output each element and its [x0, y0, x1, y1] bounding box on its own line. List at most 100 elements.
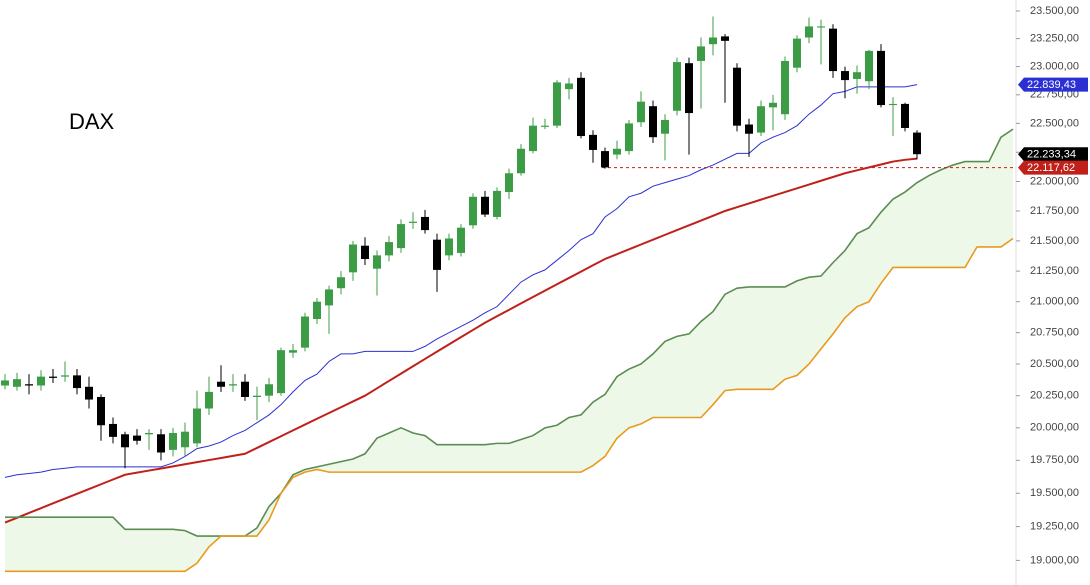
candle-body [97, 396, 105, 426]
candle-body [313, 301, 321, 319]
candle-body [205, 391, 213, 409]
candle-body [217, 381, 225, 387]
cloud-fill [5, 129, 1013, 572]
candle-body [733, 67, 741, 126]
y-tick-label: 23.250,00 [1030, 33, 1079, 45]
price-label: 22.233,34 [1027, 149, 1076, 161]
candle-body [541, 125, 549, 127]
candle-body [565, 83, 573, 90]
candle-body [517, 148, 525, 174]
candle-body [193, 408, 201, 444]
y-tick-label: 20.750,00 [1030, 327, 1079, 339]
candle-body [421, 216, 429, 231]
candle-body [745, 124, 753, 134]
candle-body [805, 26, 813, 38]
candle-body [841, 71, 849, 81]
price-label-box [1018, 77, 1088, 92]
y-tick-label: 20.250,00 [1030, 390, 1079, 402]
candle-body [169, 432, 177, 450]
candle-body [277, 350, 285, 394]
candle-body [865, 50, 873, 82]
candle-body [481, 196, 489, 215]
candle-body [1, 380, 9, 386]
candle-body [577, 77, 585, 137]
candle-body [529, 125, 537, 152]
candle-body [241, 381, 249, 397]
y-tick-label: 22.000,00 [1030, 175, 1079, 187]
candle-body [289, 350, 297, 353]
indicator-line [4, 84, 918, 478]
price-label: 22.117,62 [1027, 162, 1075, 174]
candle-body [613, 148, 621, 155]
candle-body [145, 432, 153, 435]
candle-body [349, 244, 357, 273]
y-tick-label: 19.000,00 [1030, 554, 1079, 566]
candle-body [181, 431, 189, 448]
candle-body [61, 375, 69, 377]
candle-body [13, 379, 21, 387]
candle-body [301, 316, 309, 348]
y-tick-label: 21.750,00 [1030, 205, 1079, 217]
candle-body [589, 134, 597, 150]
chart-title: DAX [69, 109, 115, 134]
candle-body [109, 423, 117, 437]
candle-body [637, 101, 645, 123]
candle-body [505, 173, 513, 193]
candle-body [325, 289, 333, 306]
candle-body [817, 26, 825, 28]
y-tick-label: 20.500,00 [1030, 358, 1079, 370]
y-tick-label: 19.250,00 [1030, 521, 1079, 533]
candle-body [361, 245, 369, 259]
y-tick-label: 22.750,00 [1030, 89, 1079, 101]
candle-body [457, 227, 465, 253]
candle-body [793, 38, 801, 68]
price-label-box [1018, 160, 1088, 175]
y-tick-label: 19.500,00 [1030, 487, 1079, 499]
candle-body [397, 224, 405, 249]
candle-body [25, 384, 33, 386]
y-tick-label: 23.500,00 [1030, 5, 1079, 17]
candle-body [697, 46, 705, 61]
candle-body [913, 132, 921, 155]
y-tick-label: 21.000,00 [1030, 296, 1079, 308]
y-tick-label: 21.500,00 [1030, 235, 1079, 247]
candle-body [73, 375, 81, 389]
candle-body [625, 123, 633, 152]
candle-body [553, 82, 561, 126]
candle-body [445, 238, 453, 256]
candle-body [853, 72, 861, 79]
candle-body [721, 36, 729, 41]
y-tick-label: 22.500,00 [1030, 117, 1079, 129]
candle-body [829, 28, 837, 72]
candle-body [337, 277, 345, 289]
candle-body [601, 151, 609, 168]
indicator-line [5, 128, 1014, 537]
candle-body [769, 102, 777, 108]
candle-body [661, 119, 669, 134]
candle-body [229, 384, 237, 386]
y-tick-label: 21.250,00 [1030, 265, 1079, 277]
candle-body [709, 37, 717, 45]
candle-body [877, 50, 885, 106]
y-tick-label: 20.000,00 [1030, 422, 1079, 434]
y-tick-label: 19.750,00 [1030, 454, 1079, 466]
candle-body [685, 63, 693, 114]
candle-body [673, 62, 681, 111]
candle-body [901, 103, 909, 128]
y-tick-label: 23.000,00 [1030, 60, 1079, 72]
candle-body [85, 386, 93, 400]
indicator-line [4, 157, 918, 524]
candle-body [757, 106, 765, 133]
candle-body [157, 434, 165, 453]
candle-body [409, 221, 417, 223]
candle-body [649, 106, 657, 138]
candle-body [49, 376, 57, 378]
price-label: 22.839,43 [1027, 79, 1076, 91]
indicator-line [5, 237, 1014, 573]
candle-body [37, 376, 45, 386]
price-label-box [1018, 147, 1088, 162]
candle-body [133, 435, 141, 441]
candle-body [373, 255, 381, 269]
